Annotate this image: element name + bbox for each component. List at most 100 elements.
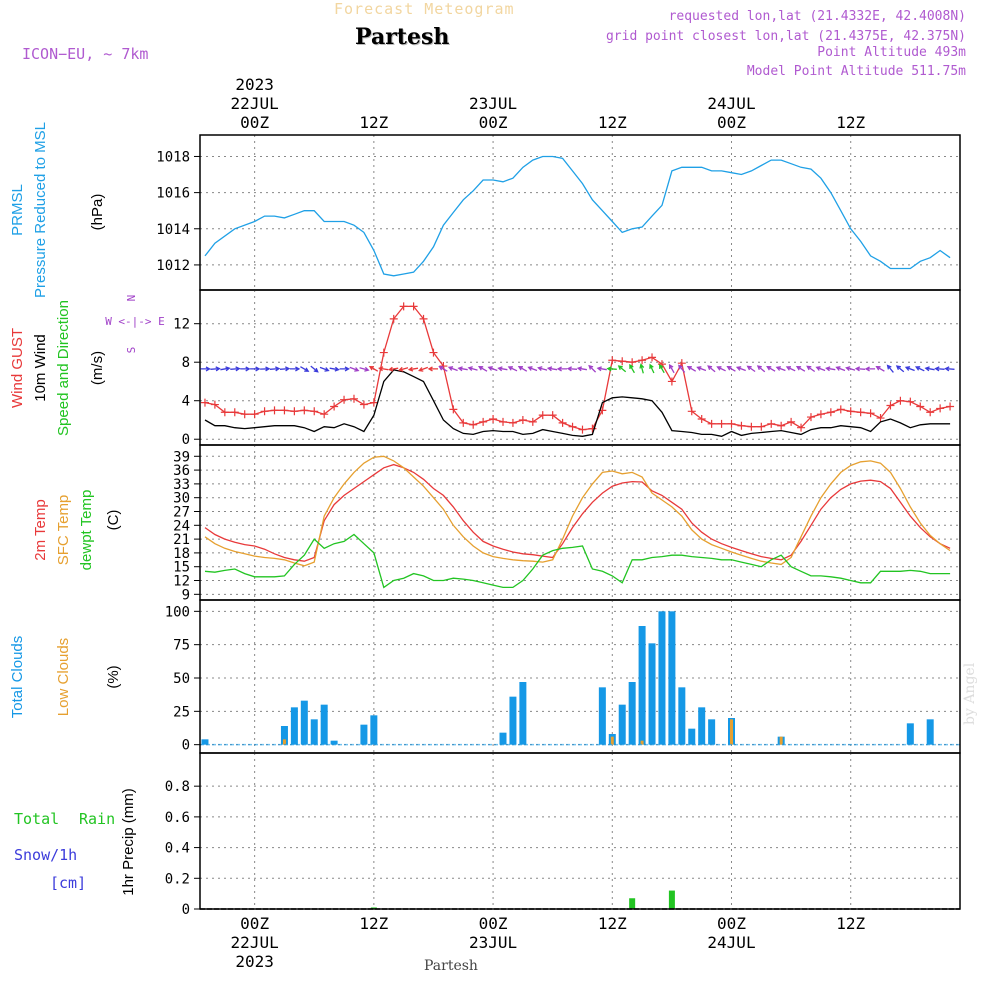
bottom-time-label: 00Z [240,914,269,933]
series-line-prmsl [204,155,951,277]
bottom-time-label: 2023 [235,952,274,971]
total-cloud-bar [638,626,646,745]
gust-marker [399,302,408,311]
gust-marker [568,422,577,431]
total-cloud-bar [509,696,517,745]
wind-direction-arrow [566,366,578,372]
wind-direction-label: Speed and Direction [55,300,72,436]
wind-direction-arrow [735,366,746,372]
wind-direction-arrow [319,366,330,372]
wind-direction-arrow [310,365,319,373]
gust-marker [558,418,567,427]
wind-direction-arrow [746,365,756,373]
wind-direction-arrow [200,366,211,372]
wind-direction-arrow [537,366,548,371]
total-cloud-bar [926,719,934,745]
total-cloud-bar [310,719,318,745]
wind-direction-arrow [696,366,707,372]
panel-frame [199,752,961,910]
bottom-time-label: 22JUL [231,933,279,952]
top-time-label: 12Z [598,113,627,132]
y-tick-label: 1016 [156,186,190,202]
low-cloud-bar [610,736,614,745]
wind-direction-arrow [279,366,291,372]
wind-direction-arrow [686,366,697,372]
series-line-dewpt-temp [204,533,951,589]
y-tick-label: 0 [182,902,190,918]
gust-marker [489,415,498,424]
top-time-label: 24JUL [707,94,755,113]
y-tick-label: 0 [182,738,190,754]
compass-north-label: N [125,295,138,302]
low-cloud-bar [779,736,783,745]
top-time-label: 12Z [836,113,865,132]
wind-direction-arrow [588,364,597,373]
bottom-time-label: 12Z [836,914,865,933]
wind-direction-arrow [418,366,429,372]
y-tick-label: 75 [173,638,190,654]
wind-direction-arrow [387,366,399,372]
total-cloud-bar [688,728,696,745]
low-cloud-bar [282,739,286,745]
y-tick-label: 0 [182,432,190,448]
gust-marker [588,424,597,433]
grid-point-coordinates: grid point closest lon,lat (21.4375E, 42… [605,29,966,44]
y-tick-label: 39 [173,449,190,465]
wind-direction-arrow [678,364,686,373]
temp-sfc-label: SFC Temp [55,495,72,566]
total-cloud-bar [360,724,368,745]
total-cloud-bar [658,611,666,745]
wind-direction-arrow [766,366,776,372]
gust-marker [429,348,438,357]
requested-coordinates: requested lon,lat (21.4332E, 42.4008N) [668,9,966,24]
gust-marker [687,407,696,416]
y-tick-label: 1014 [156,222,190,238]
gust-marker [936,404,945,413]
precip-total-label: Total [14,810,59,828]
wind-direction-arrow [230,366,241,372]
gust-marker [876,414,885,423]
wind-direction-arrow [289,366,301,372]
wind-direction-arrow [487,366,498,372]
total-cloud-bar [678,687,686,745]
top-time-label: 23JUL [469,94,517,113]
total-clouds-label: Total Clouds [9,636,26,719]
gust-marker [826,408,835,417]
series-line-sfc-temp [204,455,951,567]
gust-marker [280,406,289,415]
wind-direction-arrow [716,366,726,372]
gust-marker [916,402,925,411]
model-point-altitude: Model Point Altitude 511.75m [746,64,966,79]
model-label: ICON−EU, ~ 7km [22,45,149,63]
y-tick-label: 4 [182,394,190,410]
gust-marker [866,409,875,418]
wind-direction-arrow [629,363,635,374]
gust-marker [727,419,736,428]
gust-marker [856,408,865,417]
total-cloud-bar [519,682,527,745]
gust-marker [359,400,368,409]
wind-direction-arrow [378,366,389,372]
rain-bar [668,890,675,909]
wind-direction-arrow [649,363,655,374]
y-tick-label: 25 [173,704,190,720]
gust-marker [767,419,776,428]
wind-direction-arrow [845,366,856,371]
low-clouds-label: Low Clouds [55,638,72,716]
top-time-label: 2023 [235,75,274,94]
precip-axis-label: 1hr Precip (mm) [120,788,137,896]
gust-marker [846,407,855,416]
wind-direction-arrow [478,366,488,372]
y-tick-label: 30 [173,491,190,507]
location-title: Partesh [355,24,450,50]
pressure-axis-unit: (hPa) [89,194,106,231]
bottom-time-label: 24JUL [707,933,755,952]
bottom-time-label: 23JUL [469,933,517,952]
wind-direction-arrow [467,366,478,371]
wind-direction-arrow [835,366,846,372]
series-line-2m-temp [204,463,951,562]
gust-marker [707,419,716,428]
wind-direction-arrow [825,366,836,372]
wind-direction-arrow [407,366,419,372]
